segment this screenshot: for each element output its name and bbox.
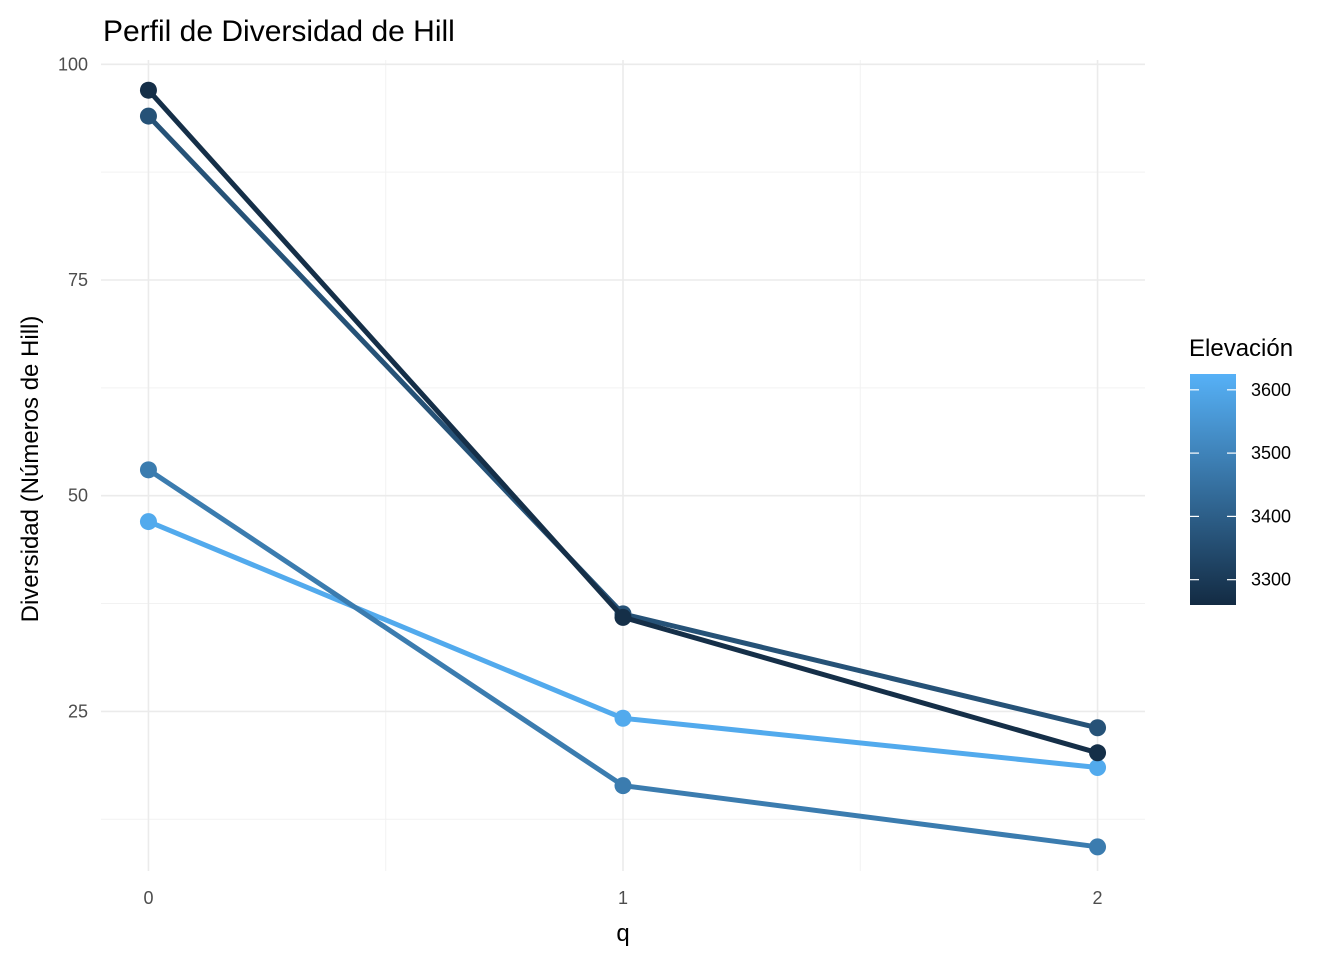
- data-point: [614, 608, 632, 626]
- chart-title: Perfil de Diversidad de Hill: [103, 15, 455, 48]
- colorbar-tick-label: 3300: [1251, 570, 1291, 590]
- data-point: [139, 107, 157, 125]
- data-point: [1089, 838, 1107, 856]
- axes: 25 50 75 100 0 1 2: [58, 54, 1103, 908]
- data-point: [139, 81, 157, 99]
- colorbar-tick-label: 3600: [1251, 380, 1291, 400]
- colorbar-tick-label: 3500: [1251, 443, 1291, 463]
- data-point: [1089, 758, 1107, 776]
- colorbar: [1190, 374, 1236, 605]
- y-tick-label: 75: [68, 270, 88, 290]
- data-point: [1089, 744, 1107, 762]
- colorbar-ticks: 3300 3400 3500 3600: [1190, 380, 1291, 590]
- x-tick-label: 2: [1093, 888, 1103, 908]
- legend-title: Elevación: [1189, 335, 1293, 362]
- data-point: [614, 709, 632, 727]
- data-point: [139, 513, 157, 531]
- data-point: [614, 777, 632, 795]
- x-tick-label: 0: [143, 888, 153, 908]
- y-tick-label: 25: [68, 701, 88, 721]
- x-tick-label: 1: [618, 888, 628, 908]
- data-point: [139, 461, 157, 479]
- y-tick-label: 50: [68, 486, 88, 506]
- y-tick-label: 100: [58, 54, 88, 74]
- grid: [101, 60, 1145, 871]
- data-point: [1089, 719, 1107, 737]
- colorbar-tick-label: 3400: [1251, 506, 1291, 526]
- y-axis-title: Diversidad (Números de Hill): [17, 316, 44, 623]
- x-axis-title: q: [616, 920, 629, 947]
- series-layer: [139, 81, 1107, 856]
- legend: Elevación 3300 3400 3500 3600: [1189, 335, 1293, 605]
